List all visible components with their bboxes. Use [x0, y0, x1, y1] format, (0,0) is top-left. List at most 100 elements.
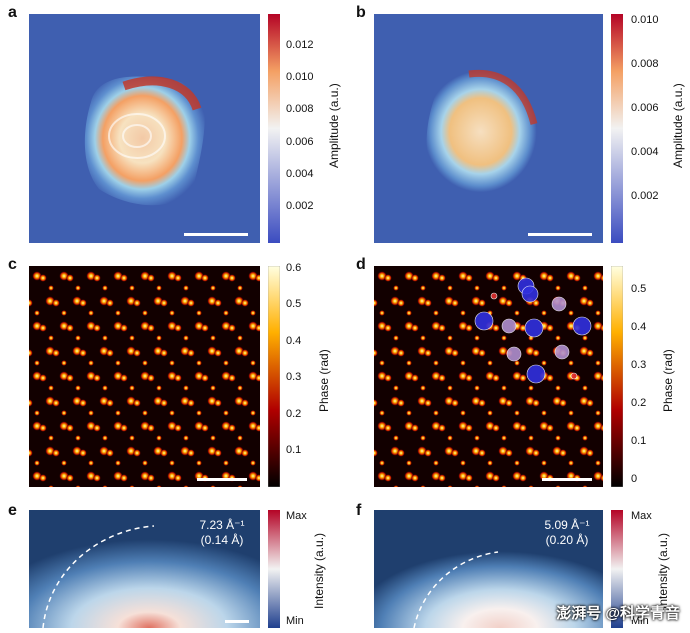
atom-column: [406, 360, 412, 366]
atom-column: [447, 385, 453, 391]
atom-column: [492, 374, 500, 382]
atom-column: [397, 449, 405, 457]
atom-column: [492, 424, 500, 432]
model-atom: [501, 318, 517, 334]
atom-column: [61, 410, 67, 416]
atom-column: [501, 385, 507, 391]
atom-column: [559, 399, 567, 407]
atom-column: [568, 460, 574, 466]
panel-label-c: c: [8, 256, 17, 273]
atom-column: [169, 310, 175, 316]
atom-column: [546, 374, 554, 382]
atom-column: [75, 335, 81, 341]
atom-column: [595, 410, 601, 416]
atom-column: [29, 449, 33, 457]
panel-label-d: d: [356, 256, 366, 273]
colorbar-c-tick: 0.2: [286, 408, 302, 420]
atom-column: [255, 274, 260, 282]
atom-column: [474, 435, 480, 441]
model-atom: [506, 346, 522, 362]
atom-column: [384, 374, 392, 382]
atom-column: [555, 335, 561, 341]
atom-column: [241, 449, 249, 457]
colorbar-d-title: Phase (rad): [661, 349, 675, 412]
atom-column: [156, 335, 162, 341]
atom-column: [501, 335, 507, 341]
colorbar-a-title: Amplitude (a.u.): [327, 83, 341, 168]
atom-column: [505, 449, 513, 457]
atom-column: [582, 285, 588, 291]
amplitude-image-b: [374, 14, 603, 243]
atom-column: [29, 399, 33, 407]
atom-column: [183, 435, 189, 441]
atom-column: [102, 435, 108, 441]
atom-column: [48, 285, 54, 291]
atom-column: [147, 374, 155, 382]
atom-column: [223, 310, 229, 316]
atom-column: [478, 449, 486, 457]
atom-column: [228, 424, 236, 432]
amplitude-map-a: [29, 14, 260, 243]
atom-column: [595, 310, 601, 316]
atom-column: [478, 399, 486, 407]
colorbar-d-tick: 0.3: [631, 359, 647, 371]
atom-column: [133, 449, 141, 457]
scale-bar-d: [542, 478, 592, 481]
atom-column: [393, 335, 399, 341]
atom-column: [142, 310, 148, 316]
atom-column: [424, 449, 432, 457]
atom-column: [223, 360, 229, 366]
atom-column: [438, 474, 446, 482]
atom-column: [142, 410, 148, 416]
atom-column: [600, 424, 603, 432]
colorbar-d-tick: 0.2: [631, 397, 647, 409]
atom-column: [374, 349, 378, 357]
atom-column: [586, 349, 594, 357]
atom-column: [93, 474, 101, 482]
atom-column: [196, 360, 202, 366]
atom-column: [555, 485, 561, 487]
model-atom: [551, 296, 567, 312]
atom-column: [420, 435, 426, 441]
atom-column: [478, 349, 486, 357]
atom-column: [501, 485, 507, 487]
colorbar-a-tick: 0.006: [286, 136, 314, 148]
scale-bar-c: [197, 478, 247, 481]
atom-column: [196, 310, 202, 316]
atom-column: [514, 410, 520, 416]
colorbar-b-tick: 0.002: [631, 190, 659, 202]
atom-column: [142, 460, 148, 466]
atom-column: [129, 485, 135, 487]
atom-column: [129, 285, 135, 291]
atom-column: [433, 310, 439, 316]
colorbar-f-min: Min: [631, 615, 649, 627]
atom-column: [210, 285, 216, 291]
atom-column: [573, 424, 581, 432]
atom-column: [438, 324, 446, 332]
atom-column: [595, 460, 601, 466]
atom-column: [187, 399, 195, 407]
colorbar-e-min: Min: [286, 615, 304, 627]
atom-column: [241, 399, 249, 407]
scale-bar-b: [528, 233, 592, 236]
atom-column: [174, 274, 182, 282]
colorbar-c-tick: 0.6: [286, 262, 302, 274]
colorbar-a-tick: 0.008: [286, 103, 314, 115]
atom-column: [406, 310, 412, 316]
atom-column: [29, 299, 33, 307]
atom-column: [187, 349, 195, 357]
atom-column: [600, 274, 603, 282]
colorbar-c-tick: 0.1: [286, 444, 302, 456]
atom-column: [228, 374, 236, 382]
atom-column: [474, 385, 480, 391]
atom-column: [228, 274, 236, 282]
colorbar-c: [268, 266, 280, 487]
atom-column: [460, 360, 466, 366]
colorbar-a: [268, 14, 280, 243]
spatial-frequency-f: 5.09 Å⁻¹: [544, 518, 590, 532]
atom-column: [451, 349, 459, 357]
atom-column: [102, 485, 108, 487]
atom-column: [34, 310, 40, 316]
atom-column: [52, 399, 60, 407]
atom-column: [411, 474, 419, 482]
